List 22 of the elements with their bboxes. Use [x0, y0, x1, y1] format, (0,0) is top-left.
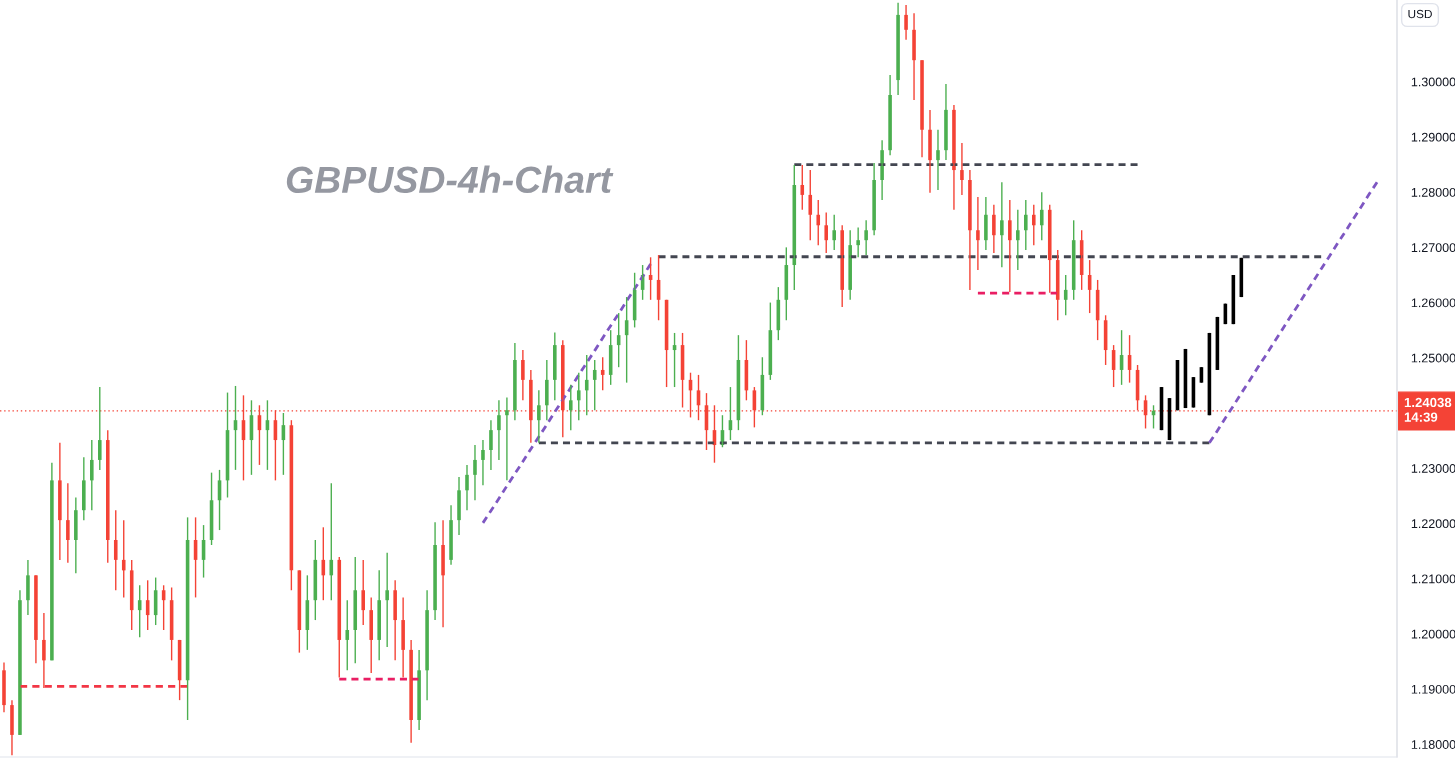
candlestick [1183, 348, 1188, 409]
y-tick-label: 1.18000 [1411, 740, 1455, 749]
line-series [1208, 180, 1379, 445]
y-tick-label: 1.19000 [1411, 684, 1455, 694]
y-tick-label: 1.25000 [1411, 353, 1455, 363]
y-axis-title: USD [1408, 9, 1432, 19]
y-tick-label: 1.23000 [1411, 464, 1455, 473]
y-tick-label: 1.29000 [1411, 132, 1455, 142]
y-tick-label: 1.20000 [1411, 629, 1455, 639]
candlestick [1207, 332, 1212, 416]
y-tick-label: 1.30000 [1411, 77, 1455, 87]
candlestick [1223, 302, 1228, 325]
line-series [481, 262, 652, 525]
y-tick-label: 1.28000 [1411, 187, 1455, 197]
ref-line-label: 1.24038 14:39 [1404, 397, 1452, 422]
y-tick-label: 1.21000 [1411, 574, 1455, 584]
candlestick [1239, 257, 1244, 298]
candlestick [1231, 274, 1236, 325]
y-tick-label: 1.22000 [1411, 519, 1455, 529]
y-tick-label: 1.27000 [1411, 243, 1455, 253]
y-tick-label: 1.26000 [1411, 298, 1455, 308]
text: GBPUSD-4h-Chart [286, 165, 614, 194]
